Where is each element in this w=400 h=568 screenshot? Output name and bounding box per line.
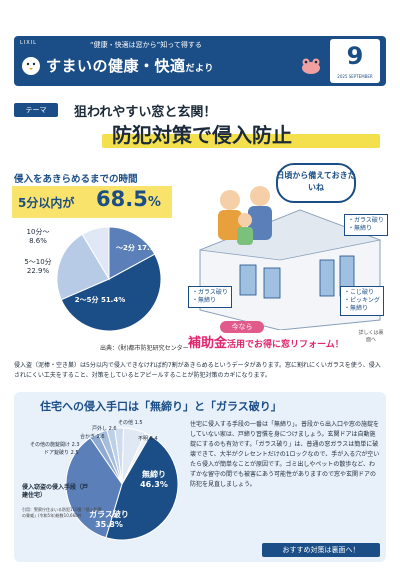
risk-tag-door: ・こじ破り ・ピッキング ・無締り bbox=[340, 286, 384, 316]
within-value: 68.5% bbox=[96, 187, 161, 211]
pie2-label-0: 無締り 46.3% bbox=[140, 470, 168, 489]
subsidy-big: 補助金 bbox=[188, 336, 228, 351]
method-chart-citation: 引用：警察庁住まいる防犯110番「侵入犯罪の脅威」(令和5年)総数10,660件 bbox=[22, 507, 102, 518]
pie-slice-ガラス破り bbox=[65, 437, 123, 539]
issue-date: 2025 SEPTEMBER bbox=[337, 74, 373, 79]
subsidy-detail: 詳しくは裏面へ bbox=[358, 330, 384, 343]
risk-tag-line: ・無締り bbox=[344, 305, 369, 312]
risk-tag-line: ・ガラス破り bbox=[348, 217, 384, 224]
pie1-label-1: 2〜5分 51.4% bbox=[74, 296, 126, 304]
issue-number: 9 bbox=[346, 42, 364, 70]
see-back-tag: おすすめ対策は裏面へ！ bbox=[262, 543, 380, 557]
theme-tag: テーマ bbox=[14, 103, 58, 117]
header-subcopy: “健康・快適は窓から”知って得する bbox=[90, 41, 202, 49]
title-suffix: だより bbox=[185, 64, 214, 74]
within-highlight-box bbox=[12, 186, 172, 218]
pie2-label-5: ドア錠破り 2.5 bbox=[44, 450, 79, 456]
brand-logo: LIXIL bbox=[20, 40, 37, 46]
pie1-label-0: 〜2分 17.1% bbox=[116, 244, 162, 252]
pie-slice-〜2分 bbox=[108, 226, 156, 280]
newsletter-title: すまいの健康・快適だより bbox=[46, 55, 214, 76]
pie-slice-5〜10分 bbox=[56, 233, 110, 301]
chick-mascot-icon bbox=[22, 57, 40, 75]
pie1-label-3: 10分〜 8.6% bbox=[26, 228, 50, 245]
time-pie-chart bbox=[56, 226, 162, 332]
pie2-label-2: 戸外し 2.6 bbox=[92, 426, 117, 432]
method-pie-chart bbox=[65, 427, 179, 541]
frog-mascot-icon bbox=[302, 58, 320, 74]
within-number: 68.5 bbox=[96, 187, 148, 211]
intrusion-method-title: 住宅への侵入手口は「無締り」と「ガラス破り」 bbox=[40, 400, 282, 413]
pie2-label-3: 合かぎ 2.6 bbox=[80, 434, 105, 440]
risk-tag-line: ・無締り bbox=[192, 297, 217, 304]
pie-slice-2〜5分 bbox=[60, 253, 162, 332]
speech-bubble bbox=[276, 163, 356, 203]
title-main: すまいの健康・快適 bbox=[46, 57, 186, 75]
within-label: 5分以内が bbox=[18, 196, 75, 210]
risk-tag-line: ・無締り bbox=[348, 225, 373, 232]
pie2-label-1: ガラス破り 35.8% bbox=[89, 510, 129, 529]
header-banner bbox=[14, 36, 386, 86]
risk-tag-line: ・ピッキング bbox=[344, 297, 380, 304]
source-note: 出典：(財)都市防犯研究センター bbox=[100, 345, 189, 352]
house-illustration bbox=[199, 186, 382, 330]
method-chart-label: 侵入窃盗の侵入手段（戸建住宅） bbox=[22, 484, 89, 499]
title-highlight bbox=[102, 134, 380, 148]
subsidy-line: 補助金活用でお得に窓リフォーム！ bbox=[188, 332, 344, 351]
issue-badge bbox=[330, 39, 380, 83]
pie2-label-4: その他の施錠開け 2.3 bbox=[30, 442, 80, 448]
time-chart-heading: 侵入をあきらめるまでの時間 bbox=[14, 174, 138, 185]
risk-tag-window-lower: ・ガラス破り ・無締り bbox=[188, 286, 232, 308]
pie-slice-無締り bbox=[105, 434, 179, 541]
subsidy-text: 活用でお得に窓リフォーム！ bbox=[227, 340, 344, 350]
body-paragraph: 侵入盗（泥棒・空き巣）は5分以内で侵入できなければ約7割があきらめるというデータ… bbox=[14, 362, 381, 379]
theme-subtitle: 狙われやすい窓と玄関！ bbox=[74, 105, 217, 120]
pie1-label-2: 5〜10分 22.9% bbox=[24, 258, 52, 275]
method-paragraph: 住宅に侵入する手段の一番は「無締り」。普段から出入口や窓の施錠をしていない家は、… bbox=[190, 421, 380, 488]
pie-slice-10分〜 bbox=[81, 226, 110, 281]
within-unit: % bbox=[147, 195, 161, 210]
speech-bubble-text: 日頃から備えておきたいね bbox=[276, 171, 356, 192]
risk-tag-line: ・こじ破り bbox=[344, 289, 375, 296]
pie2-label-6: 不明 6.4 bbox=[138, 436, 158, 442]
risk-tag-window-upper: ・ガラス破り ・無締り bbox=[344, 214, 388, 236]
pie2-label-7: その他 1.5 bbox=[118, 420, 143, 426]
risk-tag-line: ・ガラス破り bbox=[192, 289, 228, 296]
pie-slice-その他 bbox=[121, 432, 151, 485]
subsidy-now-badge: 今なら bbox=[220, 321, 264, 333]
theme-title: 防犯対策で侵入防止 bbox=[112, 123, 292, 147]
